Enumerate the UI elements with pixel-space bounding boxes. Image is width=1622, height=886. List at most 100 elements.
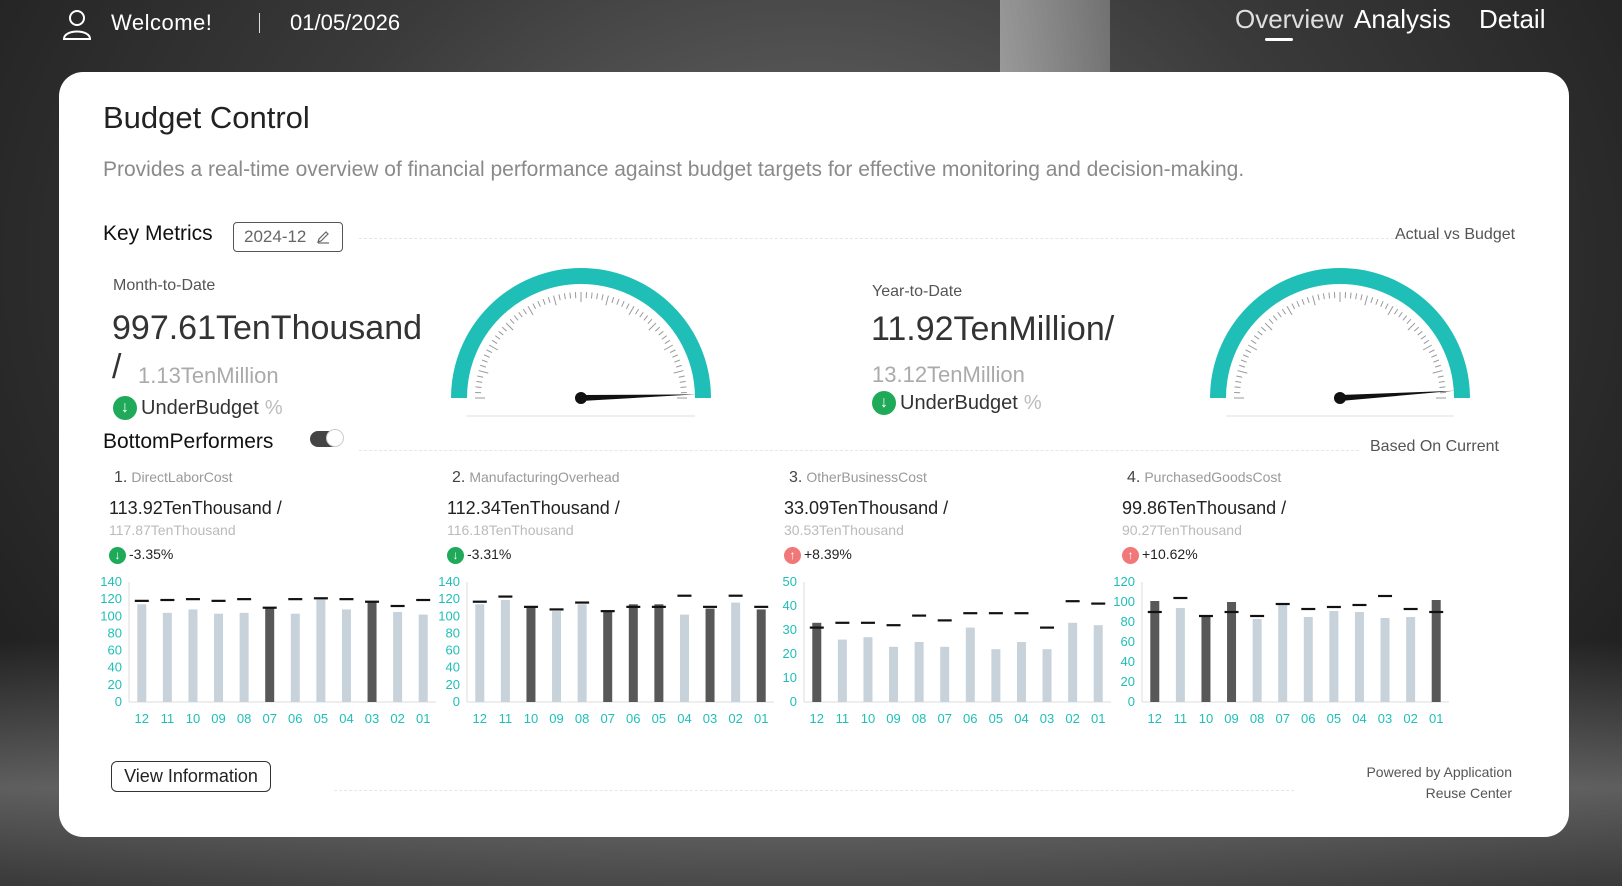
arrow-up-icon: ↑ [1122, 546, 1139, 564]
x-tick-label: 01 [1429, 711, 1443, 726]
gauge-tick [542, 298, 546, 305]
performer-bar-chart: 0 20 40 60 80 100 120 12 11 10 09 08 07 06 05 04 03 02 01 [1113, 574, 1449, 726]
based-on-current-label: Based On Current [1370, 438, 1499, 455]
x-tick-label: 02 [1403, 711, 1417, 726]
x-tick-label: 04 [677, 711, 691, 726]
y-tick-label: 0 [790, 694, 797, 709]
bottom-performers-toggle[interactable] [310, 429, 344, 447]
gauge-tick [501, 326, 508, 332]
gauge-tick [678, 375, 685, 378]
gauge-tick [537, 300, 541, 307]
bar [341, 609, 351, 702]
x-tick-label: 04 [339, 711, 353, 726]
gauge-tick [643, 315, 649, 321]
x-tick-label: 05 [989, 711, 1003, 726]
bar [654, 604, 664, 702]
bar [940, 646, 950, 702]
x-tick-label: 10 [861, 711, 875, 726]
gauge-tick [1434, 364, 1441, 368]
view-information-button[interactable]: View Information [111, 761, 271, 792]
performer-name: 4. PurchasedGoodsCost [1127, 469, 1281, 487]
gauge-tick [1328, 292, 1331, 299]
gauge-tick [1237, 370, 1248, 374]
gauge-tick [1407, 322, 1416, 331]
arrow-down-icon: ↓ [113, 396, 137, 420]
bar [1252, 619, 1262, 702]
mtd-percent: % [264, 396, 283, 419]
y-tick-label: 0 [115, 694, 122, 709]
x-tick-label: 08 [1250, 711, 1264, 726]
performer-change: ↓ -3.35% [109, 546, 173, 564]
gauge-arc [451, 268, 711, 399]
mtd-budget: 1.13TenMillion [138, 363, 279, 388]
gauge-tick [1240, 359, 1247, 363]
gauge-tick [1417, 330, 1423, 336]
x-tick-label: 03 [703, 711, 717, 726]
bar [731, 602, 741, 702]
period-selector[interactable]: 2024-12 [233, 222, 343, 252]
y-tick-label: 50 [783, 574, 797, 589]
x-tick-label: 07 [937, 711, 951, 726]
gauge-tick [654, 326, 661, 332]
gauge-tick [1306, 297, 1310, 304]
gauge-tick [1432, 370, 1443, 374]
gauge-tick [494, 335, 501, 340]
gauge-tick [1423, 339, 1430, 344]
performer-label: ManufacturingOverhead [469, 469, 620, 485]
y-tick-label: 100 [1113, 594, 1135, 609]
gauge-pivot [575, 392, 587, 404]
gauge-tick [480, 364, 487, 368]
key-metrics-title: Key Metrics [103, 222, 213, 245]
bar [603, 612, 613, 702]
performer-change-value: +10.62% [1142, 546, 1198, 562]
bar [188, 609, 198, 702]
x-tick-label: 09 [1224, 711, 1238, 726]
gauge-tick [558, 294, 561, 301]
x-tick-label: 11 [161, 711, 175, 726]
x-tick-label: 10 [1199, 711, 1213, 726]
gauge-tick [553, 295, 557, 306]
gauge-tick [672, 354, 679, 358]
x-tick-label: 05 [314, 711, 328, 726]
gauge-tick [1245, 349, 1252, 354]
page-title: Budget Control [103, 100, 310, 135]
gauge-tick [522, 308, 527, 315]
performer-change-value: -3.35% [129, 546, 174, 562]
bar [863, 637, 873, 702]
y-tick-label: 40 [783, 598, 797, 613]
performer-budget: 117.87TenThousand [109, 522, 236, 538]
performer-name: 2. ManufacturingOverhead [452, 469, 620, 487]
gauge-tick [505, 322, 514, 331]
y-tick-label: 40 [108, 660, 122, 675]
gauge-tick [532, 303, 537, 310]
welcome-text: Welcome! [111, 10, 213, 35]
toggle-knob [326, 429, 344, 447]
bar [1068, 622, 1078, 702]
x-tick-label: 01 [1091, 711, 1105, 726]
performer-actual: 112.34TenThousand / [447, 498, 620, 518]
x-tick-label: 09 [549, 711, 563, 726]
gauge-tick [478, 370, 489, 374]
bar [705, 608, 715, 702]
bar [265, 607, 275, 702]
gauge-tick [475, 386, 482, 389]
gauge-pivot [1334, 392, 1346, 404]
performer-label: OtherBusinessCost [806, 469, 927, 485]
tab-analysis[interactable]: Analysis [1354, 4, 1451, 34]
gauge-tick [1257, 330, 1263, 336]
gauge-tick [483, 354, 490, 358]
tab-overview[interactable]: Overview [1235, 4, 1344, 34]
gauge-tick [1253, 335, 1260, 340]
gauge-tick [518, 311, 523, 318]
gauge-tick [596, 293, 599, 300]
gauge-needle [1339, 390, 1455, 401]
bottom-performers-title: BottomPerformers [103, 430, 274, 453]
x-tick-label: 12 [473, 711, 487, 726]
divider [359, 238, 1449, 239]
period-value: 2024-12 [244, 227, 307, 246]
tab-detail[interactable]: Detail [1479, 4, 1546, 34]
y-tick-label: 20 [108, 677, 122, 692]
gauge-tick [1428, 349, 1435, 354]
x-tick-label: 08 [237, 711, 251, 726]
bar [137, 604, 147, 702]
